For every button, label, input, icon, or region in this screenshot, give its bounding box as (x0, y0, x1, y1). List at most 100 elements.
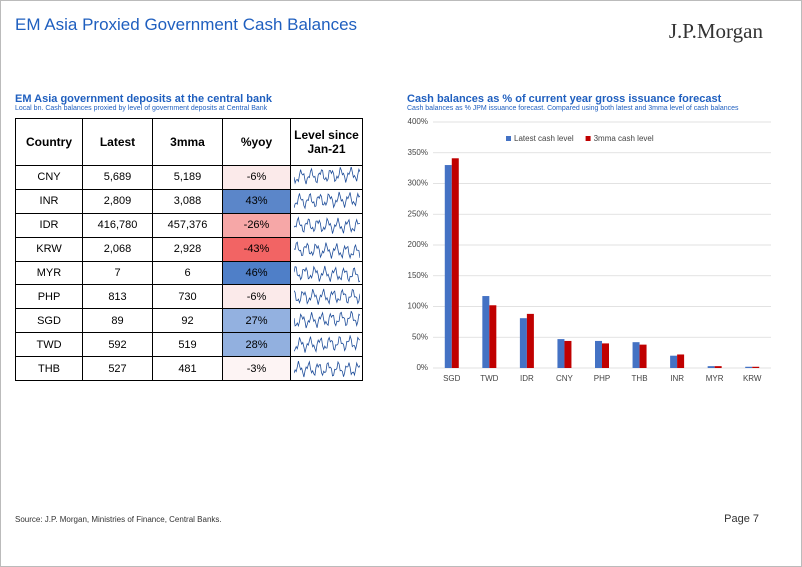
y-tick-label: 350% (408, 148, 428, 157)
sparkline-cell (290, 188, 363, 214)
table-row: KRW 2,068 2,928 -43% (15, 236, 363, 262)
page-title: EM Asia Proxied Government Cash Balances (15, 15, 358, 34)
sparkline (293, 241, 360, 260)
bar (444, 165, 452, 368)
table-cell: IDR (15, 212, 83, 238)
data-table: Country Latest 3mma %yoy Level since Jan-21 C… (15, 118, 363, 382)
table-cell: SGD (15, 308, 83, 334)
bar (519, 318, 527, 368)
column-header: 3mma (152, 118, 223, 166)
table-cell: 5,189 (152, 165, 223, 190)
y-tick-label: 150% (408, 271, 428, 280)
table-row: IDR 416,780 457,376 -26% (15, 212, 363, 238)
bar (595, 340, 602, 368)
bar (677, 354, 685, 368)
x-tick-label: MYR (706, 374, 724, 383)
sparkline (293, 359, 360, 377)
table-row: THB 527 481 -3% (15, 356, 363, 382)
y-tick-label: 0% (416, 363, 428, 372)
sparkline-line (293, 241, 360, 260)
sparkline-cell (290, 165, 363, 190)
bar (564, 340, 572, 368)
bar (451, 158, 459, 368)
sparkline-cell (290, 332, 363, 358)
bar (602, 343, 609, 368)
sparkline-cell (290, 308, 363, 334)
header-row: Country Latest 3mma %yoy Level since Jan-21 (15, 118, 363, 166)
sparkline (293, 310, 360, 328)
sparkline-line (293, 334, 360, 353)
y-tick-label: 200% (408, 240, 428, 249)
table-cell: 2,928 (152, 236, 223, 262)
column-header: %yoy (222, 118, 291, 166)
table-title: EM Asia government deposits at the centr… (15, 93, 272, 105)
table-cell: 43% (222, 188, 291, 214)
bar (670, 355, 678, 368)
bar (707, 366, 715, 368)
sparkline (293, 216, 360, 234)
x-tick-label: SGD (443, 374, 461, 383)
table-cell: KRW (15, 236, 83, 262)
sparkline-line (293, 265, 360, 283)
y-tick-label: 100% (408, 302, 428, 311)
legend-swatch (506, 136, 511, 141)
table-cell: THB (15, 356, 83, 382)
table-cell: 730 (152, 284, 223, 310)
legend-label: 3mma cash level (594, 134, 654, 143)
table-cell: 2,809 (82, 188, 153, 214)
column-header: Level since Jan-21 (290, 118, 363, 166)
x-tick-label: KRW (743, 374, 762, 383)
sparkline-line (293, 359, 360, 377)
sparkline-line (293, 288, 360, 305)
table-cell: -6% (222, 165, 291, 190)
x-tick-label: CNY (556, 374, 574, 383)
chart-subtitle: Cash balances as % JPM issuance forecast… (407, 105, 739, 112)
table-row: INR 2,809 3,088 43% (15, 188, 363, 214)
table-cell: 416,780 (82, 212, 153, 238)
table-cell: 3,088 (152, 188, 223, 214)
bar (557, 339, 565, 368)
sparkline (293, 288, 360, 305)
legend-swatch (585, 136, 591, 141)
bar (639, 344, 647, 368)
sparkline (293, 167, 360, 185)
page-number: Page 7 (724, 513, 759, 525)
sparkline-cell (290, 356, 363, 382)
sparkline-cell (290, 236, 363, 262)
table-cell: 457,376 (152, 212, 223, 238)
table-cell: 592 (82, 332, 153, 358)
sparkline-line (293, 216, 360, 234)
table-cell: 527 (82, 356, 153, 382)
table-cell: INR (15, 188, 83, 214)
source: Source: J.P. Morgan, Ministries of Finan… (15, 515, 222, 524)
x-tick-label: THB (632, 374, 648, 383)
sparkline (293, 265, 360, 283)
x-tick-label: PHP (594, 374, 610, 383)
chart-title: Cash balances as % of current year gross… (407, 93, 722, 105)
table-cell: -43% (222, 236, 291, 262)
sparkline (293, 334, 360, 353)
sparkline-line (293, 192, 360, 210)
table-cell: -3% (222, 356, 291, 382)
x-tick-label: IDR (520, 374, 534, 383)
bar (745, 366, 753, 368)
table-row: TWD 592 519 28% (15, 332, 363, 358)
table-cell: 519 (152, 332, 223, 358)
table-cell: -6% (222, 284, 291, 310)
y-tick-label: 400% (408, 117, 428, 126)
table-subtitle: Local bn. Cash balances proxied by level… (15, 105, 268, 112)
x-tick-label: INR (670, 374, 684, 383)
y-tick-label: 250% (408, 209, 428, 218)
bar (632, 342, 640, 368)
sparkline-cell (290, 212, 363, 238)
sparkline-cell (290, 284, 363, 310)
table-row: CNY 5,689 5,189 -6% (15, 165, 363, 190)
y-tick-label: 50% (412, 332, 428, 341)
bar (482, 296, 490, 368)
bar (714, 366, 722, 368)
y-tick-label: 300% (408, 179, 428, 188)
bar (526, 313, 534, 368)
sparkline (293, 192, 360, 210)
